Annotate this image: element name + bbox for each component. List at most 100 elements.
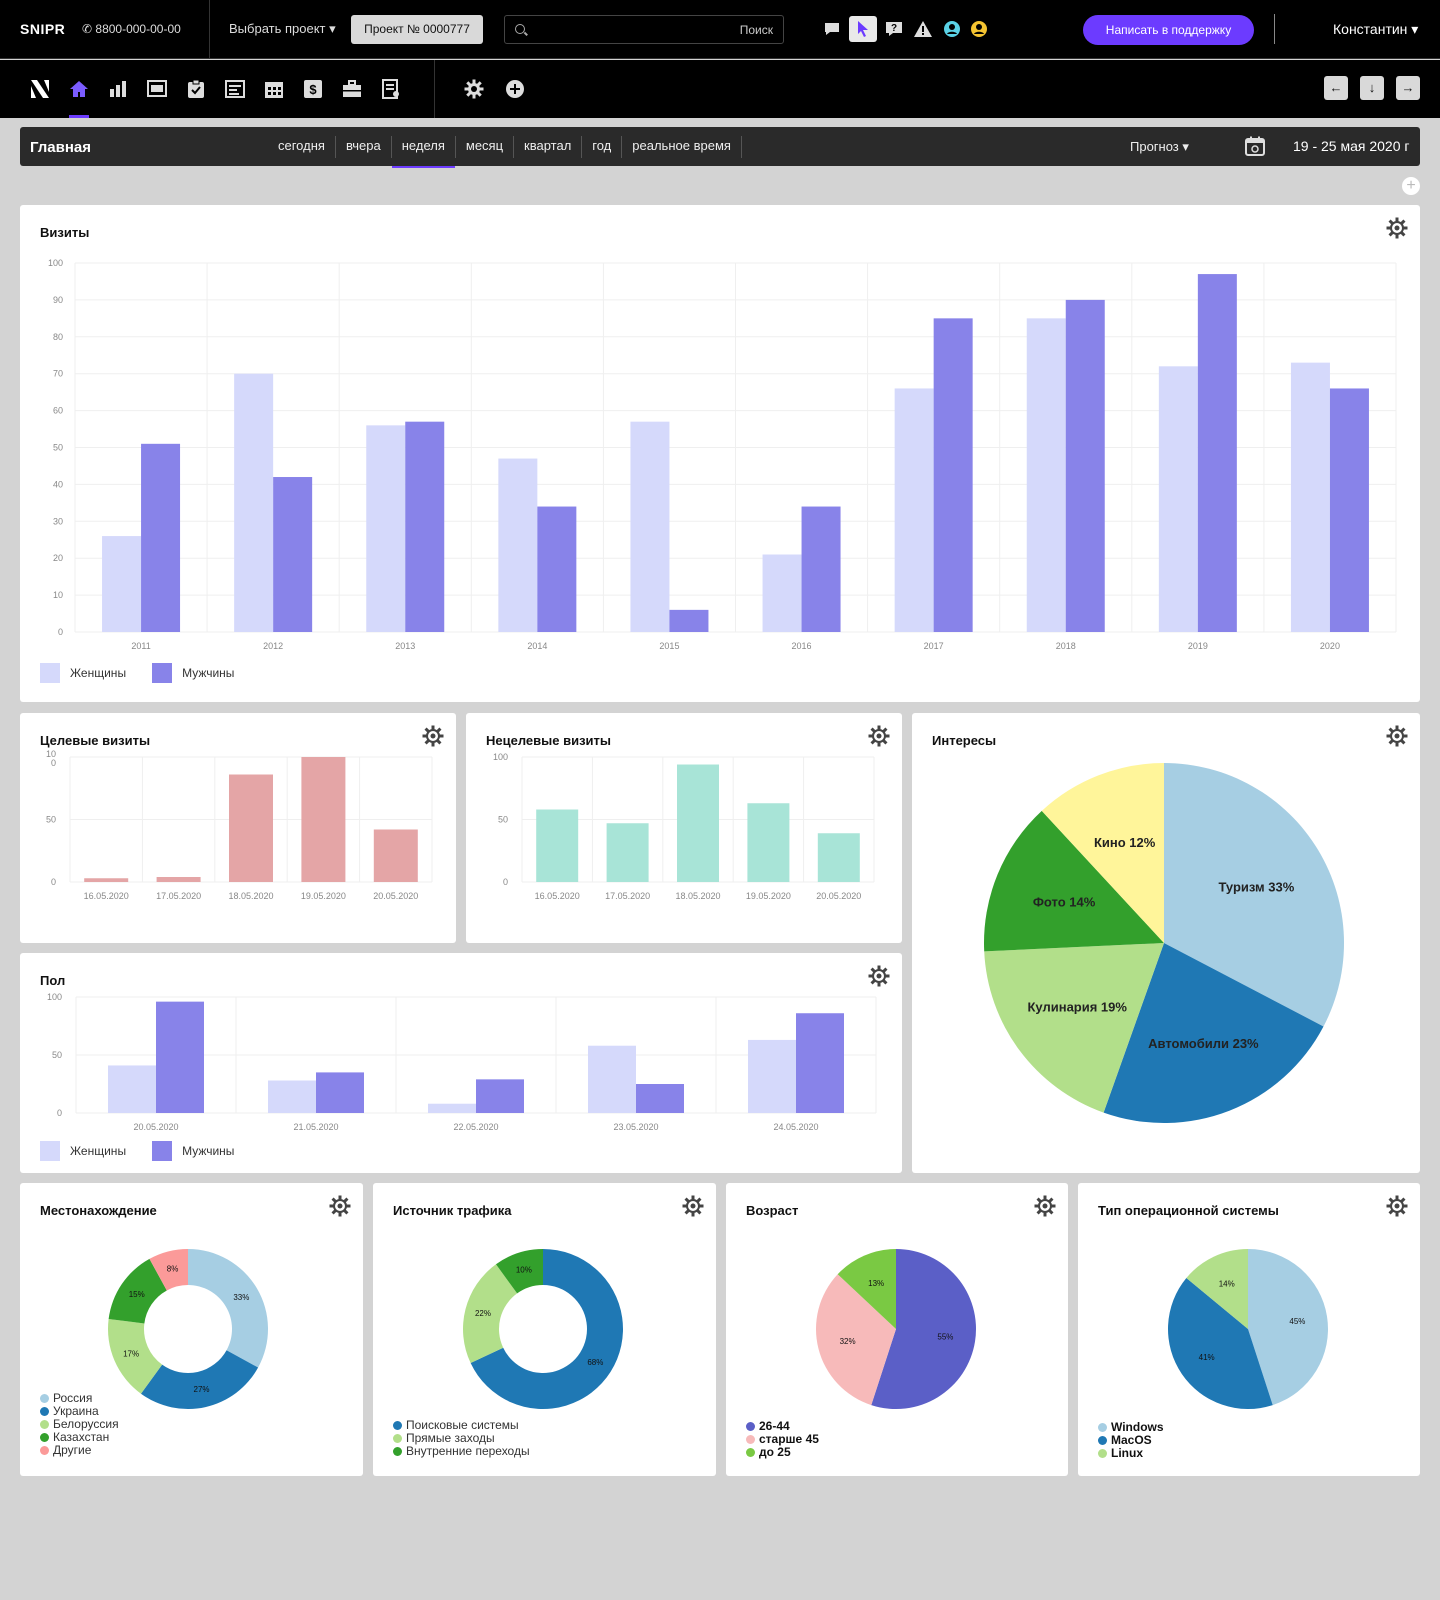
slice-label: 68% [587, 1358, 603, 1367]
legend-swatch-men [152, 1141, 173, 1161]
tasks-icon[interactable] [185, 78, 207, 100]
search-input[interactable] [533, 21, 733, 39]
warning-icon[interactable] [911, 16, 935, 42]
home-icon[interactable] [68, 78, 90, 100]
traffic-legend: Поисковые системы Прямые заходы Внутренние… [393, 1419, 530, 1458]
logo[interactable]: SNIPR [20, 21, 65, 37]
y-tick-label: 10 [53, 590, 63, 600]
legend-label: Прямые заходы [406, 1431, 495, 1445]
help-icon[interactable]: ? [882, 16, 906, 42]
legend-item: старше 45 [746, 1433, 819, 1446]
list-icon[interactable] [224, 78, 246, 100]
cursor-icon[interactable] [849, 16, 877, 42]
legend-dot [746, 1422, 755, 1431]
arrow-right-button[interactable]: → [1396, 76, 1420, 100]
pie-slice [470, 1249, 623, 1409]
arrow-down-button[interactable]: ↓ [1360, 76, 1384, 100]
bar [537, 506, 577, 632]
gear-icon[interactable] [1386, 1195, 1408, 1222]
support-button[interactable]: Написать в поддержку [1083, 15, 1254, 45]
period-tab[interactable]: год [582, 136, 623, 158]
legend-item: Украина [40, 1405, 119, 1418]
ads-icon[interactable] [146, 78, 168, 100]
gear-icon[interactable] [1386, 217, 1408, 244]
gear-icon[interactable] [682, 1195, 704, 1222]
divider [1274, 14, 1275, 44]
bar [476, 1079, 524, 1113]
x-tick-label: 2018 [1056, 641, 1076, 651]
visits-card: Визиты 0 10 20 30 40 50 60 70 80 90 100 2011 2012 201… [20, 205, 1420, 702]
settings-icon[interactable] [463, 78, 485, 100]
add-icon[interactable] [504, 78, 526, 100]
x-tick-label: 2012 [263, 641, 283, 651]
legend-dot [1098, 1423, 1107, 1432]
gear-icon[interactable] [422, 725, 444, 752]
period-tab[interactable]: неделя [391, 136, 456, 168]
bar [630, 421, 670, 632]
legend-dot [393, 1421, 402, 1430]
gear-icon[interactable] [1034, 1195, 1056, 1222]
legend-label: MacOS [1111, 1433, 1152, 1447]
arrow-left-button[interactable]: ← [1324, 76, 1348, 100]
legend-swatch-women [40, 1141, 60, 1161]
age-chart: 55% 32% 13% [816, 1249, 976, 1409]
os-card: Тип операционной системы 45% 41% 14% Windo… [1078, 1183, 1420, 1476]
bar [894, 388, 934, 632]
bar [801, 506, 841, 632]
nav-bar: $ ← ↓ → [0, 60, 1440, 118]
legend-item: Windows [1098, 1421, 1164, 1434]
y-tick-label: 20 [53, 553, 63, 563]
bar [762, 554, 802, 632]
x-tick-label: 2019 [1188, 641, 1208, 651]
age-card: Возраст 55% 32% 13% 26-44 старше 45 до 25 [726, 1183, 1068, 1476]
gear-icon[interactable] [329, 1195, 351, 1222]
reports-icon[interactable] [380, 78, 402, 100]
bar [234, 373, 274, 632]
user-menu[interactable]: Константин ▾ [1333, 21, 1419, 37]
gear-icon[interactable] [1386, 725, 1408, 752]
smile-icon[interactable] [967, 16, 991, 42]
calendar-icon[interactable] [1245, 136, 1265, 161]
forecast-dropdown[interactable]: Прогноз ▾ [1130, 139, 1189, 154]
legend-label: Внутренние переходы [406, 1444, 530, 1458]
gear-icon[interactable] [868, 725, 890, 752]
gender-legend: Женщины Мужчины [40, 1141, 234, 1161]
stats-icon[interactable] [107, 78, 129, 100]
slice-label: 15% [129, 1290, 145, 1299]
phone-number[interactable]: ✆ 8800-000-00-00 [82, 22, 181, 36]
period-tab[interactable]: квартал [514, 136, 583, 158]
x-tick-label: 2014 [527, 641, 547, 651]
active-nav-indicator [69, 115, 89, 118]
pie-slice [1103, 943, 1324, 1123]
period-tab[interactable]: реальное время [622, 136, 742, 158]
briefcase-icon[interactable] [341, 78, 363, 100]
legend-label: Казахстан [53, 1430, 110, 1444]
y-tick-label: 0 [503, 877, 508, 887]
legend-item: Внутренние переходы [393, 1445, 530, 1458]
period-tab[interactable]: месяц [456, 136, 515, 158]
y-tick-label: 50 [46, 815, 56, 825]
finance-icon[interactable]: $ [302, 78, 324, 100]
slice-label: Автомобили 23% [1148, 1036, 1259, 1051]
period-tab[interactable]: сегодня [268, 136, 336, 158]
legend-item: 26-44 [746, 1420, 819, 1433]
brand-icon[interactable] [29, 78, 51, 100]
date-range[interactable]: 19 - 25 мая 2020 г [1293, 138, 1410, 154]
project-select[interactable]: Выбрать проект ▾ [229, 21, 336, 36]
bar [84, 878, 129, 882]
chat-icon[interactable] [820, 16, 844, 42]
slice-label: 33% [233, 1293, 249, 1302]
legend-item: Белоруссия [40, 1418, 119, 1431]
search-label[interactable]: Поиск [739, 23, 773, 37]
pie-slice [1168, 1278, 1273, 1409]
add-widget-button[interactable]: + [1402, 177, 1420, 195]
calendar-icon[interactable] [263, 78, 285, 100]
bar [1290, 362, 1330, 632]
user-circle-icon[interactable] [940, 16, 964, 42]
period-tab[interactable]: вчера [336, 136, 392, 158]
project-number-button[interactable]: Проект № 0000777 [351, 15, 483, 44]
gear-icon[interactable] [868, 965, 890, 992]
x-tick-label: 18.05.2020 [675, 891, 720, 901]
legend-label: Другие [53, 1443, 92, 1457]
bar [636, 1084, 684, 1113]
